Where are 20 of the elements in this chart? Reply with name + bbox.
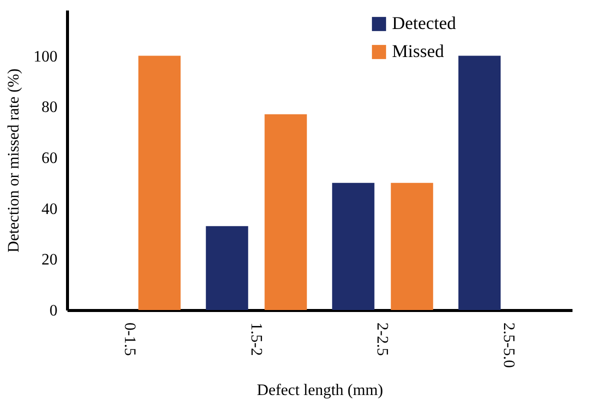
- x-tick-label: 1.5-2: [247, 322, 264, 356]
- legend-label: Detected: [392, 13, 456, 33]
- bar: [458, 56, 501, 310]
- y-tick-label: 100: [34, 48, 58, 66]
- y-tick-label: 40: [42, 200, 58, 218]
- bar: [264, 114, 307, 310]
- x-tick-label: 0-1.5: [121, 322, 138, 356]
- legend-label: Missed: [392, 41, 444, 61]
- bar: [138, 56, 181, 310]
- x-tick-label: 2.5-5.0: [500, 322, 517, 368]
- y-tick-label: 20: [42, 252, 58, 269]
- y-tick-label: 0: [50, 302, 58, 320]
- y-tick-label: 60: [42, 150, 58, 167]
- y-tick-label: 80: [42, 99, 58, 116]
- x-axis-title: Defect length (mm): [256, 382, 384, 399]
- bar: [206, 226, 248, 310]
- bar: [390, 182, 434, 310]
- y-axis-title: Detection or missed rate (%): [6, 68, 22, 252]
- x-tick-label: 2-2.5: [374, 322, 391, 356]
- bar: [332, 182, 374, 310]
